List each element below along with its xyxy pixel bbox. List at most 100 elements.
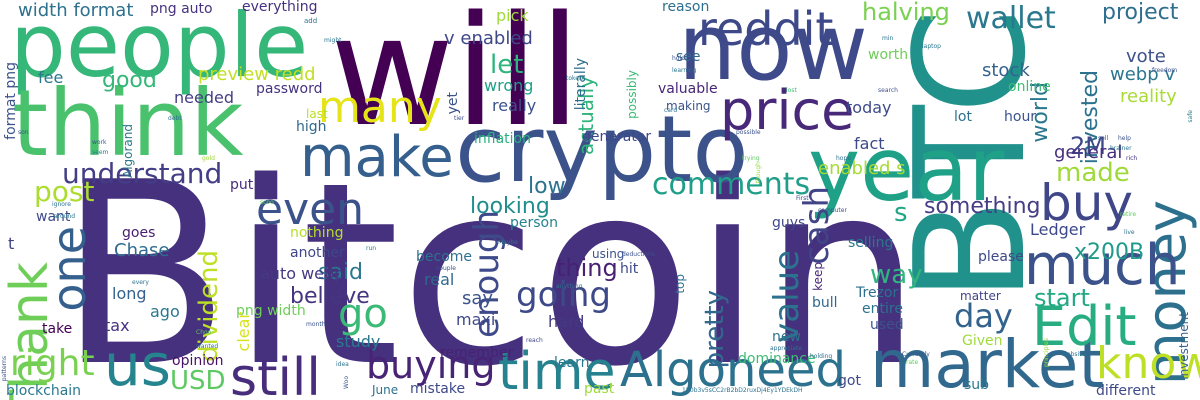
word-mistake: mistake — [410, 381, 466, 397]
word-dominance: dominance — [738, 351, 816, 367]
word-learn: learn — [554, 355, 590, 371]
word-june: June — [372, 383, 399, 397]
word-generator: generator — [582, 129, 652, 145]
word-selling: selling — [848, 235, 894, 251]
word-think: think — [12, 70, 244, 177]
word-add: add — [304, 17, 318, 25]
word-inflation: inflation — [474, 131, 531, 147]
word-matter: matter — [960, 289, 1001, 303]
word-needed: needed — [174, 88, 234, 107]
word-long: long — [112, 284, 147, 303]
word-bitcoin: Bitcoin — [58, 129, 923, 400]
word-live: live — [1124, 229, 1135, 236]
word-general: general — [1054, 142, 1123, 163]
word-v-enabled: v enabled — [444, 28, 533, 49]
word-market: market — [870, 326, 1105, 400]
word-run: run — [366, 245, 377, 252]
word-using: using — [592, 247, 625, 261]
word-looking: looking — [470, 194, 550, 219]
word-reach: reach — [526, 337, 543, 344]
word-put: put — [230, 177, 254, 193]
word-x200b: x200B — [1074, 240, 1145, 265]
word-opinion: opinion — [172, 353, 224, 369]
word-month: month — [306, 321, 326, 328]
word-tax: tax — [104, 316, 130, 335]
word-remember: remember — [440, 345, 514, 361]
word-wanted: wanted — [196, 343, 219, 350]
word-literally: literally — [573, 58, 589, 111]
word-debt: debt — [168, 115, 182, 122]
word-png-width: png width — [236, 303, 306, 319]
word-way: way — [870, 260, 923, 290]
word-reason: reason — [662, 0, 710, 15]
word-scoo: scoo — [260, 199, 274, 206]
word-gold: gold — [202, 155, 215, 162]
word-bull: bull — [812, 295, 838, 311]
word-laptop: laptop — [922, 43, 941, 50]
word-auto-webp: auto webp — [260, 264, 345, 283]
word-sell: sell — [1098, 135, 1109, 142]
word-address-string: 1B0b3v5sCC2rB2bD2ruxDj4Ey1YDEkDH — [682, 387, 803, 394]
word-keep: keep — [811, 262, 825, 291]
word-son: son — [18, 129, 29, 136]
word-preview-redd: preview redd — [198, 64, 316, 85]
word-tier: tier — [454, 115, 465, 122]
word-person: person — [510, 215, 558, 231]
word-ledger: Ledger — [1030, 220, 1086, 239]
word-making: making — [666, 99, 711, 113]
word-holding: holding — [810, 353, 833, 360]
word-valuable: valuable — [658, 81, 718, 97]
word-2m: 2M — [1070, 132, 1106, 160]
word-reddit: reddit — [698, 2, 834, 56]
word-woo: Woo — [343, 376, 350, 389]
word-stock: stock — [982, 60, 1030, 81]
word-computer: computer — [818, 207, 847, 214]
word-possible: possible — [736, 129, 761, 136]
word-year: year — [808, 118, 1005, 221]
word-algoneed: Algoneed — [620, 342, 846, 398]
word-lost: lost — [786, 87, 797, 94]
word-believe: believe — [290, 284, 370, 309]
word-lot: lot — [954, 109, 972, 125]
word-min: min — [882, 35, 894, 42]
word-first: First — [796, 195, 809, 202]
word-goes: goes — [122, 225, 156, 241]
word-online: online — [1008, 79, 1051, 95]
word-comments: comments — [652, 167, 811, 202]
word-day: day — [954, 297, 1013, 335]
word-said: said — [318, 260, 364, 285]
word-everything: everything — [242, 0, 318, 15]
word-halving: halving — [862, 0, 950, 26]
word-please: please — [978, 249, 1024, 265]
word-one: one — [42, 226, 96, 312]
word-patterns: patterns — [1, 356, 8, 382]
word-past: past — [584, 381, 615, 397]
word-wrong: wrong — [484, 76, 534, 95]
word-time: time — [498, 342, 616, 400]
word-made: made — [1056, 158, 1130, 188]
word-nothing: nothing — [290, 225, 344, 241]
word-brainer: brainer — [1110, 145, 1132, 152]
word-going: going — [516, 275, 611, 315]
word-ignore: ignore — [52, 201, 71, 208]
word-buy: buy — [1040, 174, 1134, 232]
word-edit: Edit — [1032, 295, 1137, 358]
word-rate: rate — [906, 359, 919, 366]
word-freedom: freedom — [1152, 67, 1178, 74]
word-seem: seem — [92, 149, 109, 156]
word-t: t — [8, 234, 15, 253]
word-choo: Choo — [196, 329, 212, 336]
word-maybe: Maybe — [498, 239, 518, 246]
word-price: price — [720, 79, 855, 142]
word-will: will — [330, 0, 582, 160]
word-chase: Chase — [114, 240, 170, 261]
word-got: got — [838, 373, 861, 389]
word-principles: principles — [1043, 338, 1050, 368]
word-crypto: crypto — [455, 96, 749, 203]
word-used: used — [870, 317, 904, 333]
word-given: Given — [962, 333, 1003, 349]
word-maxi: maxi — [456, 310, 496, 329]
word-even: even — [256, 184, 365, 235]
word-buying: buying — [366, 343, 496, 387]
